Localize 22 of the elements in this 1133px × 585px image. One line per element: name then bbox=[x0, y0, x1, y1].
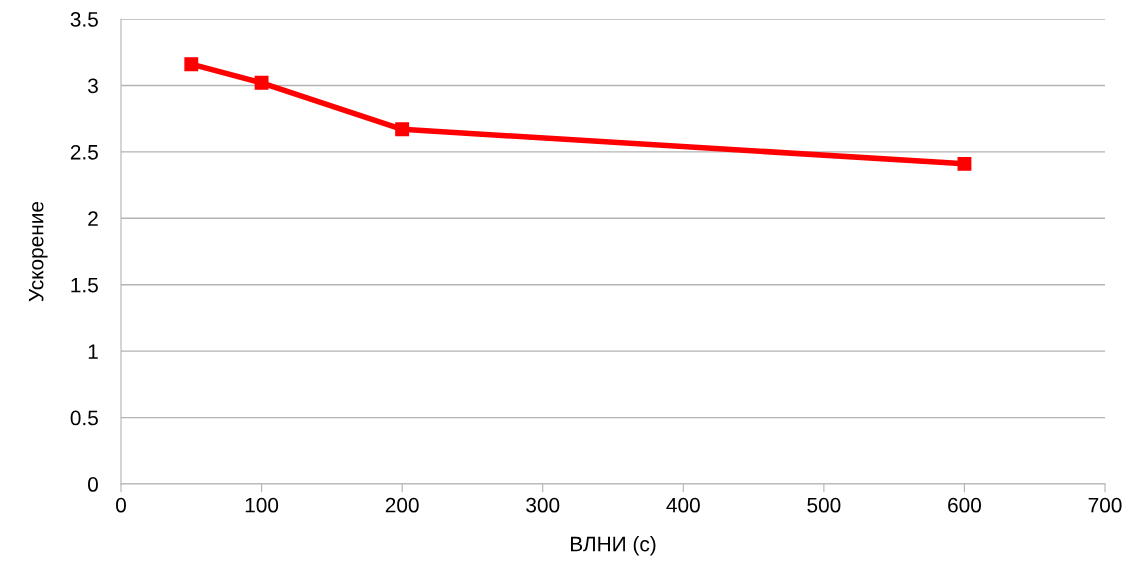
x-tick-label: 200 bbox=[385, 497, 419, 513]
y-tick-label: 3 bbox=[87, 78, 98, 94]
x-tick-label: 700 bbox=[1088, 497, 1122, 513]
y-tick-label: 0 bbox=[88, 477, 98, 492]
y-axis-title: Ускорение bbox=[28, 201, 48, 302]
x-tick-label: 400 bbox=[666, 497, 700, 513]
y-tick-label: 3.5 bbox=[70, 12, 98, 27]
y-tick-label: 1 bbox=[88, 344, 98, 359]
point bbox=[957, 156, 972, 171]
x-tick-label: 300 bbox=[526, 497, 560, 513]
point bbox=[254, 75, 269, 90]
y-tick-label: 2.5 bbox=[70, 144, 98, 160]
x-tick-label: 600 bbox=[948, 497, 982, 513]
point bbox=[395, 122, 410, 137]
point bbox=[184, 57, 199, 72]
y-tick-label: 2 bbox=[88, 211, 98, 226]
x-axis-title: ВЛНИ (с) bbox=[571, 536, 656, 556]
y-tick-label: 0.5 bbox=[70, 410, 98, 426]
y-tick-label: 1.5 bbox=[71, 277, 98, 293]
x-tick-label: 100 bbox=[245, 497, 279, 513]
x-tick-label: 500 bbox=[807, 497, 841, 513]
x-tick-label: 0 bbox=[116, 497, 126, 513]
